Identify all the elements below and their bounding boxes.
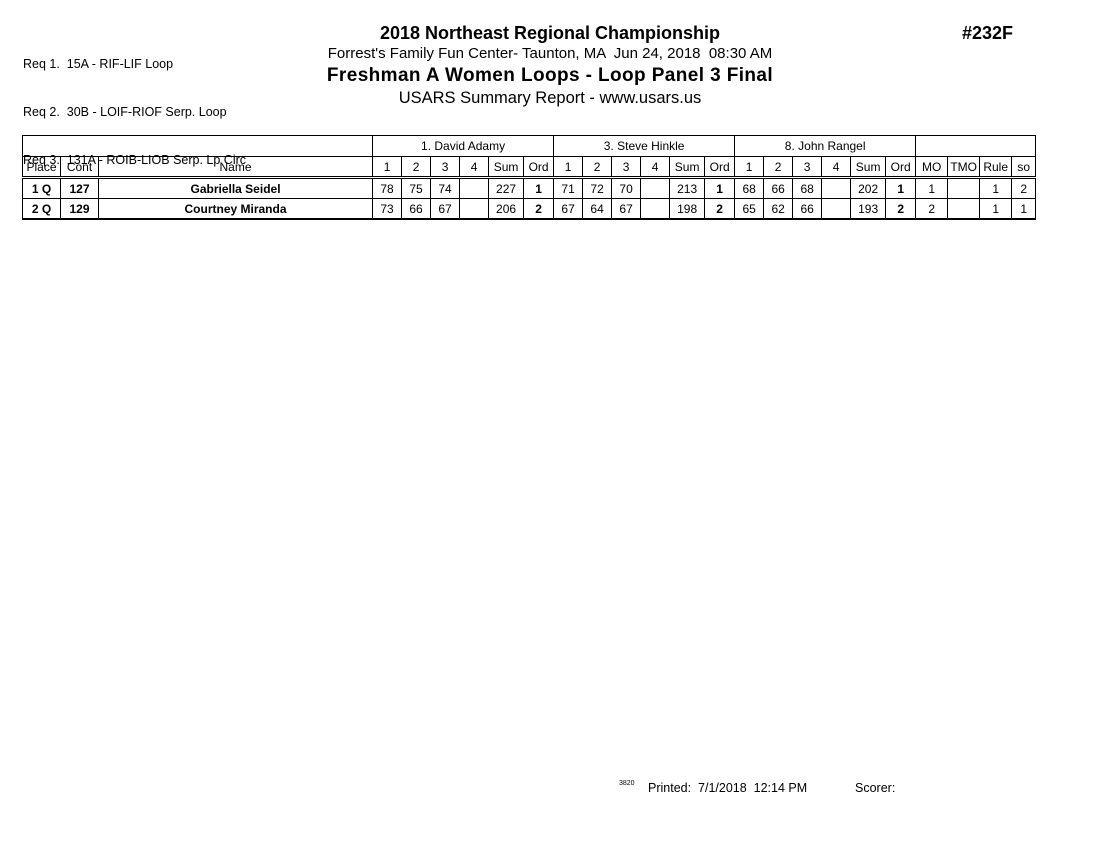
header-score1: 1 [734,156,765,179]
header-score2: 2 [582,156,613,179]
cell-score: 67 [611,198,642,220]
header-tmo: TMO [947,156,981,179]
header-cont: Cont [60,156,99,179]
judge-name-cell: 8. John Rangel [734,135,917,157]
cell-name: Courtney Miranda [97,198,374,220]
header-mo: MO [915,156,949,179]
cell-so: 2 [1011,177,1037,199]
cell-score: 67 [430,198,461,220]
report-type-line: USARS Summary Report - www.usars.us [398,89,702,107]
header-rule: Rule [979,156,1013,179]
cell-score [640,177,671,199]
cell-score: 75 [401,177,432,199]
header-score2: 2 [763,156,794,179]
cell-sum: 202 [850,177,887,199]
cell-score [640,198,671,220]
cell-sum: 213 [669,177,706,199]
cell-sum: 198 [669,198,706,220]
header-score3: 3 [611,156,642,179]
header-ord: Ord [523,156,555,179]
judges-row-left-spacer [21,135,374,157]
venue-date-line: Forrest's Family Fun Center- Taunton, MA… [327,45,773,62]
scorer-label: Scorer: [855,781,896,795]
header-sum: Sum [488,156,525,179]
header-so: so [1011,156,1037,179]
cell-score: 68 [792,177,823,199]
cell-score: 66 [401,198,432,220]
printed-timestamp: Printed: 7/1/2018 12:14 PM [648,781,808,795]
cell-rule: 1 [979,198,1013,220]
header-score4: 4 [821,156,852,179]
judge-name-cell: 3. Steve Hinkle [553,135,736,157]
header-score1: 1 [553,156,584,179]
cell-tmo [947,177,981,199]
cell-place: 2 Q [22,198,61,220]
cell-ord: 1 [885,177,917,199]
cell-ord: 1 [523,177,555,199]
cell-score [459,198,490,220]
header-score3: 3 [430,156,461,179]
header-score3: 3 [792,156,823,179]
table-row: 1 Q 127 Gabriella Seidel 78 75 74 227 1 … [22,177,1037,199]
title-block: 2018 Northeast Regional Championship For… [0,22,1100,109]
cell-score: 65 [734,198,765,220]
judge-name-cell: 1. David Adamy [372,135,555,157]
table-row: 2 Q 129 Courtney Miranda 73 66 67 206 2 … [22,198,1037,220]
cell-cont: 129 [60,198,99,220]
cell-score: 62 [763,198,794,220]
header-name: Name [97,156,374,179]
cell-ord: 2 [704,198,736,220]
header-score4: 4 [459,156,490,179]
judges-row-right-spacer [915,135,1037,157]
cell-tmo [947,198,981,220]
cell-ord: 2 [523,198,555,220]
header-score1: 1 [372,156,403,179]
cell-score: 66 [763,177,794,199]
results-table: 1. David Adamy 3. Steve Hinkle 8. John R… [21,135,1037,220]
header-ord: Ord [885,156,917,179]
cell-so: 1 [1011,198,1037,220]
cell-rule: 1 [979,177,1013,199]
cell-ord: 2 [885,198,917,220]
cell-score: 68 [734,177,765,199]
cell-mo: 1 [915,177,949,199]
cell-score [821,198,852,220]
header-score4: 4 [640,156,671,179]
footer-code: 3820 [619,780,635,787]
cell-ord: 1 [704,177,736,199]
cell-score [459,177,490,199]
cell-score: 67 [553,198,584,220]
requirement-line: Req 1. 15A - RIF-LIF Loop [23,57,174,71]
cell-sum: 206 [488,198,525,220]
cell-sum: 193 [850,198,887,220]
cell-score: 64 [582,198,613,220]
cell-score: 74 [430,177,461,199]
cell-score: 78 [372,177,403,199]
cell-name: Gabriella Seidel [97,177,374,199]
cell-score: 66 [792,198,823,220]
event-number: #232F [962,23,1014,43]
header-sum: Sum [669,156,706,179]
header-ord: Ord [704,156,736,179]
event-title: Freshman A Women Loops - Loop Panel 3 Fi… [326,65,774,86]
cell-score: 71 [553,177,584,199]
header-sum: Sum [850,156,887,179]
judges-header-row: 1. David Adamy 3. Steve Hinkle 8. John R… [21,135,1037,157]
header-score2: 2 [401,156,432,179]
championship-title: 2018 Northeast Regional Championship [379,23,721,43]
cell-mo: 2 [915,198,949,220]
column-header-row: Place Cont Name 1 2 3 4 Sum Ord 1 2 3 4 … [22,156,1037,179]
cell-cont: 127 [60,177,99,199]
cell-sum: 227 [488,177,525,199]
requirement-line: Req 2. 30B - LOIF-RIOF Serp. Loop [23,105,227,119]
cell-score: 72 [582,177,613,199]
header-place: Place [22,156,61,179]
cell-score: 70 [611,177,642,199]
cell-place: 1 Q [22,177,61,199]
cell-score [821,177,852,199]
cell-score: 73 [372,198,403,220]
